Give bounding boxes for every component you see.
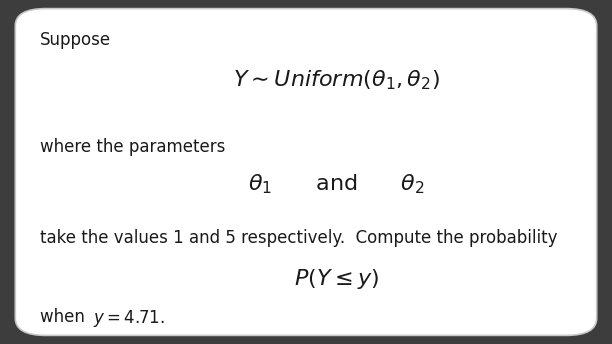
Text: when: when [40, 308, 90, 326]
Text: $Y \sim Uniform(\theta_1, \theta_2)$: $Y \sim Uniform(\theta_1, \theta_2)$ [233, 69, 440, 93]
Text: take the values 1 and 5 respectively.  Compute the probability: take the values 1 and 5 respectively. Co… [40, 229, 558, 247]
Text: where the parameters: where the parameters [40, 138, 225, 155]
Text: $\theta_1 \quad\quad \mathrm{and} \quad\quad \theta_2$: $\theta_1 \quad\quad \mathrm{and} \quad\… [248, 172, 425, 196]
FancyBboxPatch shape [15, 9, 597, 335]
Text: $y=4.71.$: $y=4.71.$ [93, 308, 165, 329]
Text: $P(Y \leq y)$: $P(Y \leq y)$ [294, 267, 379, 291]
Text: Suppose: Suppose [40, 31, 111, 49]
